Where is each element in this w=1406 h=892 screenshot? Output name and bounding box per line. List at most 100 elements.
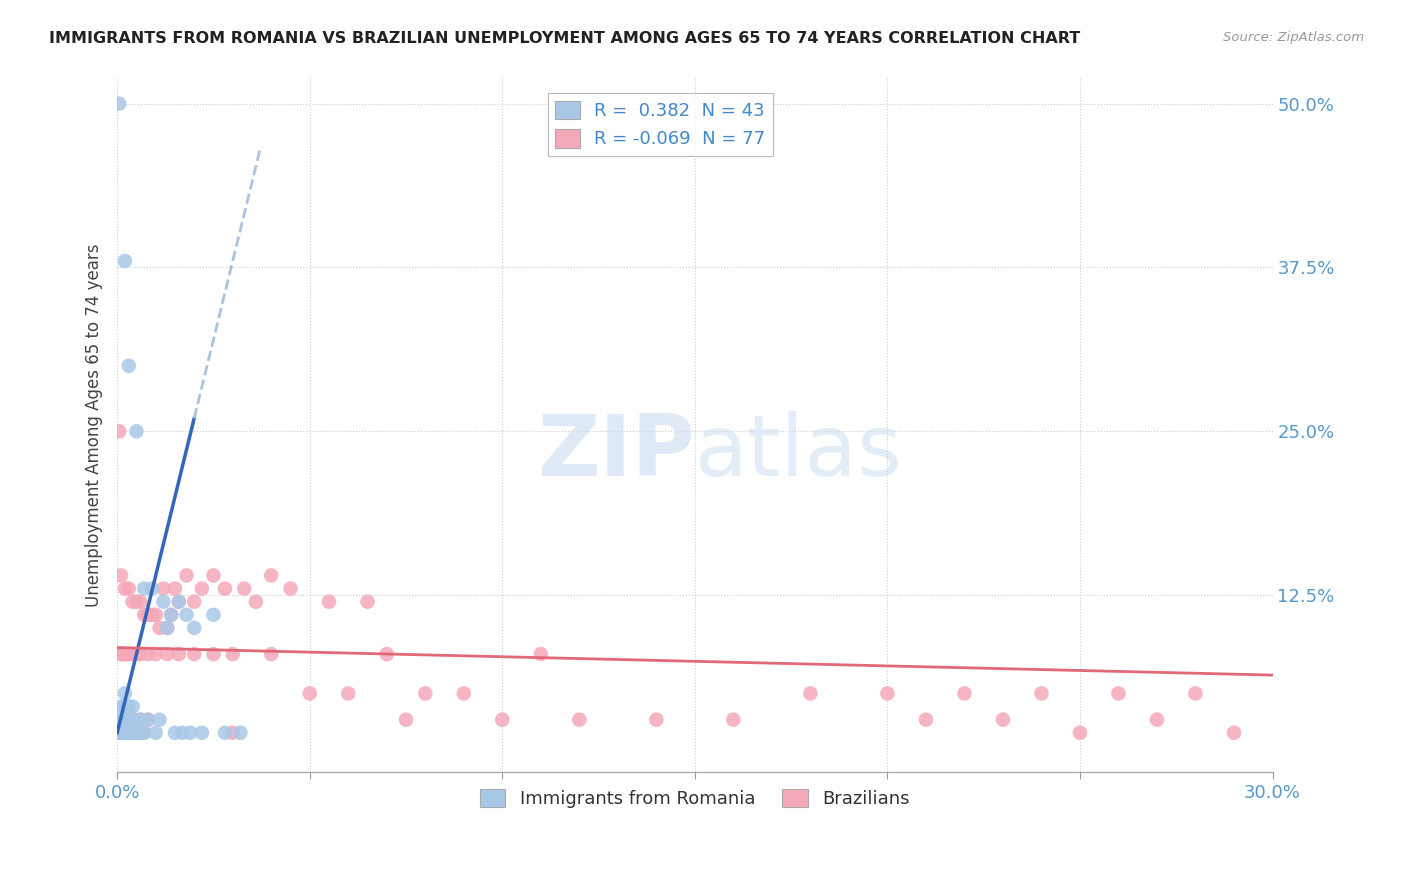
Point xyxy=(1069,725,1091,739)
Point xyxy=(121,713,143,727)
Point xyxy=(318,595,340,609)
Point xyxy=(183,595,205,609)
Point xyxy=(163,725,186,739)
Point xyxy=(202,607,225,622)
Point xyxy=(125,595,148,609)
Point xyxy=(110,713,132,727)
Point xyxy=(136,647,159,661)
Point xyxy=(167,647,190,661)
Point xyxy=(134,582,156,596)
Point xyxy=(233,582,256,596)
Point xyxy=(799,686,821,700)
Point xyxy=(337,686,360,700)
Point xyxy=(191,725,214,739)
Point xyxy=(129,647,152,661)
Text: Source: ZipAtlas.com: Source: ZipAtlas.com xyxy=(1223,31,1364,45)
Y-axis label: Unemployment Among Ages 65 to 74 years: Unemployment Among Ages 65 to 74 years xyxy=(86,243,103,607)
Point xyxy=(260,647,283,661)
Point xyxy=(202,647,225,661)
Point xyxy=(110,725,132,739)
Point xyxy=(183,647,205,661)
Point xyxy=(172,725,194,739)
Point xyxy=(356,595,378,609)
Point xyxy=(222,725,245,739)
Point xyxy=(108,96,131,111)
Point xyxy=(953,686,976,700)
Point xyxy=(114,686,136,700)
Point xyxy=(1146,713,1168,727)
Point xyxy=(118,647,141,661)
Point xyxy=(114,725,136,739)
Point xyxy=(129,595,152,609)
Point xyxy=(118,725,141,739)
Point xyxy=(121,699,143,714)
Point xyxy=(298,686,321,700)
Point xyxy=(160,607,183,622)
Point xyxy=(167,595,190,609)
Point xyxy=(191,582,214,596)
Point xyxy=(245,595,267,609)
Point xyxy=(156,621,179,635)
Point xyxy=(530,647,553,661)
Point xyxy=(156,647,179,661)
Point xyxy=(111,725,134,739)
Point xyxy=(110,725,132,739)
Point xyxy=(114,713,136,727)
Point xyxy=(118,725,141,739)
Point xyxy=(163,582,186,596)
Point xyxy=(179,725,201,739)
Point xyxy=(176,568,198,582)
Point xyxy=(134,607,156,622)
Point xyxy=(114,699,136,714)
Point xyxy=(214,725,236,739)
Point xyxy=(125,425,148,439)
Point xyxy=(118,699,141,714)
Point xyxy=(915,713,938,727)
Point xyxy=(121,713,143,727)
Point xyxy=(568,713,591,727)
Point xyxy=(167,595,190,609)
Point xyxy=(118,582,141,596)
Point xyxy=(114,647,136,661)
Point xyxy=(114,647,136,661)
Point xyxy=(991,713,1014,727)
Point xyxy=(280,582,302,596)
Point xyxy=(148,621,170,635)
Point xyxy=(229,725,252,739)
Point xyxy=(491,713,513,727)
Point xyxy=(145,725,167,739)
Point xyxy=(156,621,179,635)
Point xyxy=(413,686,436,700)
Point xyxy=(141,582,163,596)
Point xyxy=(110,713,132,727)
Point xyxy=(222,647,245,661)
Point xyxy=(114,713,136,727)
Point xyxy=(110,725,132,739)
Point xyxy=(183,621,205,635)
Point xyxy=(125,725,148,739)
Text: ZIP: ZIP xyxy=(537,411,695,494)
Point xyxy=(121,725,143,739)
Point xyxy=(395,713,418,727)
Point xyxy=(118,359,141,373)
Point xyxy=(121,647,143,661)
Point xyxy=(129,713,152,727)
Point xyxy=(214,582,236,596)
Point xyxy=(202,568,225,582)
Text: atlas: atlas xyxy=(695,411,903,494)
Point xyxy=(118,647,141,661)
Point xyxy=(645,713,668,727)
Point xyxy=(121,595,143,609)
Point xyxy=(111,713,134,727)
Point xyxy=(111,725,134,739)
Legend: Immigrants from Romania, Brazilians: Immigrants from Romania, Brazilians xyxy=(472,781,917,815)
Point xyxy=(136,607,159,622)
Point xyxy=(110,568,132,582)
Point xyxy=(1184,686,1206,700)
Point xyxy=(134,725,156,739)
Point xyxy=(148,713,170,727)
Point xyxy=(114,254,136,268)
Point xyxy=(145,607,167,622)
Point xyxy=(125,725,148,739)
Point xyxy=(118,713,141,727)
